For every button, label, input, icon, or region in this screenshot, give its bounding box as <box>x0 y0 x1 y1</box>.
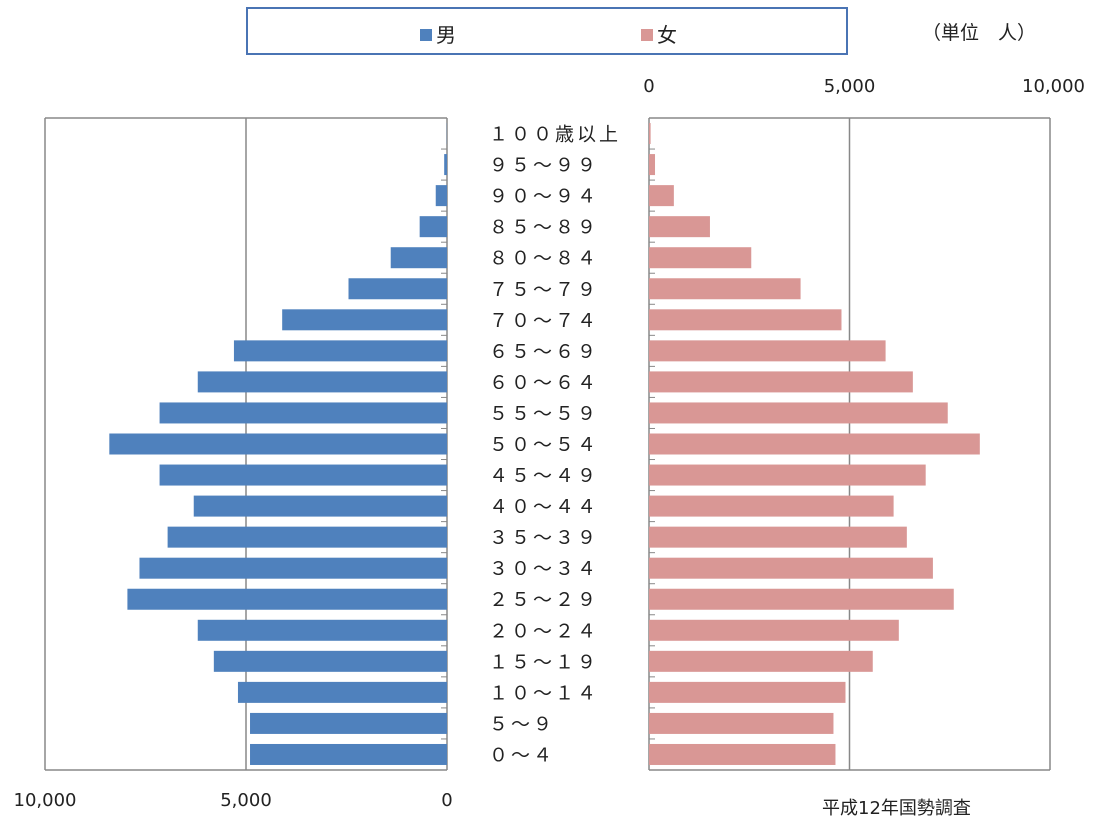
unit-label: （単位 人） <box>922 18 1036 45</box>
male-tick-label: 0 <box>441 790 452 811</box>
female-tick-label: 0 <box>643 76 654 97</box>
female-bar <box>649 402 948 423</box>
male-bar <box>109 434 447 455</box>
male-bar <box>234 340 447 361</box>
category-label: ４５～４９ <box>489 465 599 487</box>
male-bar <box>194 496 447 517</box>
female-bar <box>649 216 710 237</box>
female-bar <box>649 713 833 734</box>
male-tick-label: 10,000 <box>14 790 77 811</box>
category-label: ７５～７９ <box>489 279 599 301</box>
female-tick-label: 10,000 <box>1022 76 1085 97</box>
legend-swatch-male <box>420 29 432 41</box>
category-label: ２５～２９ <box>489 589 599 611</box>
category-label: ８５～８９ <box>489 217 599 239</box>
legend-label-male: 男 <box>436 23 456 47</box>
category-label: ９５～９９ <box>489 155 599 177</box>
female-bar <box>649 589 954 610</box>
category-label: ６５～６９ <box>489 341 599 363</box>
legend: 男 女 <box>246 7 848 55</box>
male-bar <box>198 371 447 392</box>
category-label: ３０～３４ <box>489 558 599 580</box>
source-label: 平成12年国勢調査 <box>822 794 971 820</box>
male-bar <box>139 558 447 579</box>
male-bar <box>250 713 447 734</box>
legend-label-female: 女 <box>657 23 677 47</box>
male-bar <box>238 682 447 703</box>
category-label: ０～４ <box>489 744 555 766</box>
male-bar <box>444 154 447 175</box>
legend-item-male: 男 <box>420 19 456 48</box>
female-bar <box>649 278 801 299</box>
female-bar <box>649 651 873 672</box>
male-bar <box>349 278 447 299</box>
category-label: ８０～８４ <box>489 248 599 270</box>
female-bar <box>649 123 651 144</box>
male-bar <box>391 247 447 268</box>
male-bar <box>198 620 447 641</box>
male-bar <box>214 651 447 672</box>
category-label: ５０～５４ <box>489 434 599 456</box>
female-bar <box>649 340 886 361</box>
female-bar <box>649 434 980 455</box>
legend-item-female: 女 <box>641 19 677 48</box>
male-bar <box>282 309 447 330</box>
category-label: １０～１４ <box>489 682 599 704</box>
female-bar <box>649 744 835 765</box>
category-label: ３５～３９ <box>489 527 599 549</box>
female-bar <box>649 682 845 703</box>
female-bar <box>649 154 655 175</box>
category-label: １００歳以上 <box>489 124 621 146</box>
male-bar <box>127 589 447 610</box>
female-bar <box>649 558 933 579</box>
female-bar <box>649 496 894 517</box>
legend-swatch-female <box>641 29 653 41</box>
category-label: ９０～９４ <box>489 186 599 208</box>
male-bar <box>250 744 447 765</box>
male-bar <box>420 216 447 237</box>
female-bar <box>649 247 751 268</box>
female-bar <box>649 185 674 206</box>
category-label: １５～１９ <box>489 651 599 673</box>
female-bar <box>649 465 926 486</box>
category-label: ２０～２４ <box>489 620 599 642</box>
female-bar <box>649 620 899 641</box>
male-bar <box>168 527 447 548</box>
female-tick-label: 5,000 <box>824 76 876 97</box>
category-label: ５５～５９ <box>489 403 599 425</box>
male-bar <box>160 465 447 486</box>
female-bar <box>649 371 913 392</box>
category-label: ６０～６４ <box>489 372 599 394</box>
male-bar <box>160 402 447 423</box>
female-bar <box>649 527 907 548</box>
category-label: ５～９ <box>489 713 555 735</box>
female-bar <box>649 309 841 330</box>
category-label: ４０～４４ <box>489 496 599 518</box>
male-tick-label: 5,000 <box>220 790 272 811</box>
male-bar <box>436 185 447 206</box>
category-label: ７０～７４ <box>489 310 599 332</box>
